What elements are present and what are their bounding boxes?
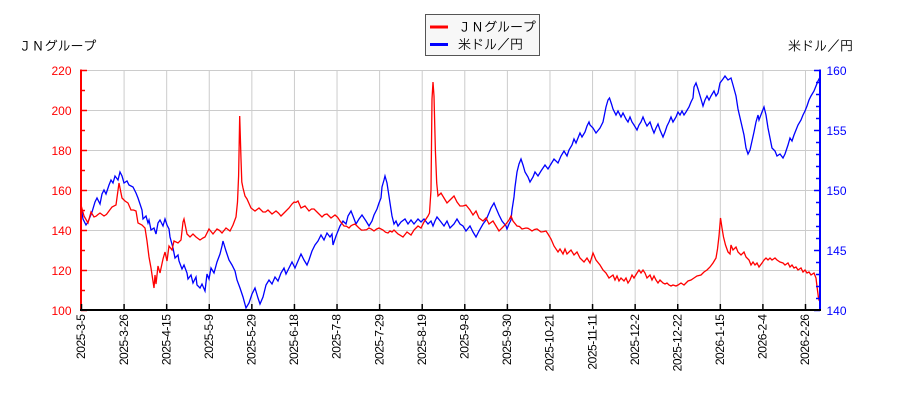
svg-text:220: 220 — [51, 64, 71, 78]
svg-text:2025-3-26: 2025-3-26 — [117, 314, 131, 365]
svg-text:2025-12-2: 2025-12-2 — [628, 314, 642, 365]
svg-text:2025-8-19: 2025-8-19 — [415, 314, 429, 365]
svg-text:200: 200 — [51, 104, 71, 118]
svg-text:100: 100 — [51, 304, 71, 318]
svg-text:145: 145 — [827, 244, 847, 258]
svg-text:2026-2-26: 2026-2-26 — [798, 314, 812, 365]
svg-text:2025-10-21: 2025-10-21 — [543, 314, 557, 372]
svg-text:2025-9-8: 2025-9-8 — [458, 314, 472, 359]
svg-text:2025-3-5: 2025-3-5 — [74, 314, 88, 359]
svg-text:2026-1-15: 2026-1-15 — [713, 314, 727, 365]
svg-text:2025-4-15: 2025-4-15 — [159, 314, 173, 365]
svg-text:155: 155 — [827, 124, 847, 138]
svg-text:160: 160 — [51, 184, 71, 198]
svg-text:2025-6-18: 2025-6-18 — [287, 314, 301, 365]
svg-text:140: 140 — [827, 304, 847, 318]
svg-text:2025-9-30: 2025-9-30 — [500, 314, 514, 365]
svg-text:2025-5-9: 2025-5-9 — [202, 314, 216, 359]
svg-text:2025-7-29: 2025-7-29 — [372, 314, 386, 365]
svg-text:120: 120 — [51, 264, 71, 278]
svg-text:180: 180 — [51, 144, 71, 158]
svg-text:2025-5-29: 2025-5-29 — [245, 314, 259, 365]
svg-text:2026-2-4: 2026-2-4 — [756, 314, 770, 359]
svg-text:140: 140 — [51, 224, 71, 238]
svg-text:2025-12-22: 2025-12-22 — [670, 314, 684, 372]
svg-text:2025-11-11: 2025-11-11 — [585, 314, 599, 370]
svg-text:150: 150 — [827, 184, 847, 198]
svg-text:160: 160 — [827, 64, 847, 78]
svg-text:2025-7-8: 2025-7-8 — [330, 314, 344, 359]
